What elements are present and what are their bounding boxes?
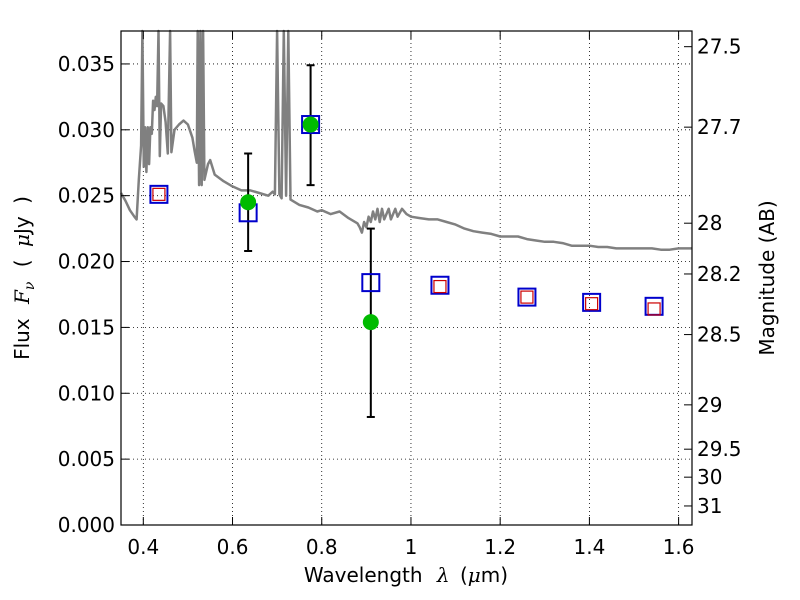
y-axis-label-word: Flux <box>10 318 34 360</box>
x-axis-label-word: Wavelength <box>304 563 423 587</box>
model-photometry-square <box>301 115 321 135</box>
right-tick-label: 28.5 <box>697 323 742 347</box>
tick-labels: 0.4 0.6 0.8 1 1.2 1.4 1.6 0.000 0.005 0.010 0.015 0… <box>58 35 742 559</box>
y-axis-label-sub: ν <box>22 281 38 290</box>
y-tick-label: 0.025 <box>58 184 115 208</box>
x-tick-label: 1.2 <box>484 535 516 559</box>
x-axis-label-paren: ( <box>460 563 468 587</box>
right-tick-label: 28.2 <box>697 262 742 286</box>
y-tick-label: 0.020 <box>58 250 115 274</box>
y-axis-label-mu: μ <box>10 234 34 247</box>
x-tick-label: 0.8 <box>306 535 338 559</box>
model-photometry-square <box>517 287 537 307</box>
model-spectrum-line <box>119 29 692 251</box>
y-tick-label: 0.015 <box>58 315 115 339</box>
x-tick-label: 1.4 <box>573 535 605 559</box>
observed-flux-point <box>240 194 257 211</box>
plot-frame <box>120 30 693 526</box>
observed-flux-point <box>302 116 319 133</box>
small-square-marker <box>647 302 661 316</box>
right-tick-label: 29 <box>697 393 722 417</box>
y-axis-label-open: ( <box>10 259 34 267</box>
y-axis-label-close: ) <box>10 196 34 204</box>
right-tick-label: 31 <box>697 494 722 518</box>
y-axis-label-unit: Jy <box>10 216 34 236</box>
grid-lines <box>121 31 692 526</box>
small-square-marker <box>585 297 599 311</box>
y-tick-label: 0.030 <box>58 118 115 142</box>
y-tick-label: 0.000 <box>58 513 115 537</box>
right-tick-label: 29.5 <box>697 437 742 461</box>
x-axis-label-unit: m) <box>481 563 508 587</box>
observed-flux-point <box>362 314 379 331</box>
right-tick-label: 28 <box>697 211 722 235</box>
right-tick-label: 27.7 <box>697 115 742 139</box>
small-square-marker <box>152 187 166 201</box>
small-square-marker <box>520 290 534 304</box>
y-axis-label: Flux Fν ( μJy ) <box>10 196 39 360</box>
x-tick-label: 1 <box>405 535 418 559</box>
model-photometry-square <box>361 273 381 293</box>
x-axis-label-symbol: λ <box>436 563 450 587</box>
x-tick-label: 0.6 <box>217 535 249 559</box>
small-square-marker <box>433 279 447 294</box>
markers-layer <box>149 115 664 331</box>
model-photometry-square <box>149 184 169 204</box>
axis-ticks <box>121 31 692 526</box>
right-tick-label: 27.5 <box>697 35 742 59</box>
y-tick-label: 0.010 <box>58 381 115 405</box>
x-tick-label: 0.4 <box>127 535 159 559</box>
y-tick-label: 0.035 <box>58 52 115 76</box>
model-photometry-square <box>582 292 602 312</box>
x-axis-label-mu: μ <box>468 563 481 587</box>
model-photometry-square <box>430 275 450 295</box>
x-tick-label: 1.6 <box>663 535 695 559</box>
y-axis-label-symbol: F <box>10 289 34 305</box>
right-axis-label: Magnitude (AB) <box>755 200 779 355</box>
y-tick-label: 0.005 <box>58 447 115 471</box>
right-tick-label: 30 <box>697 465 722 489</box>
x-axis-label: Wavelength λ (μm) <box>304 563 508 587</box>
model-spectrum-layer <box>119 29 692 251</box>
